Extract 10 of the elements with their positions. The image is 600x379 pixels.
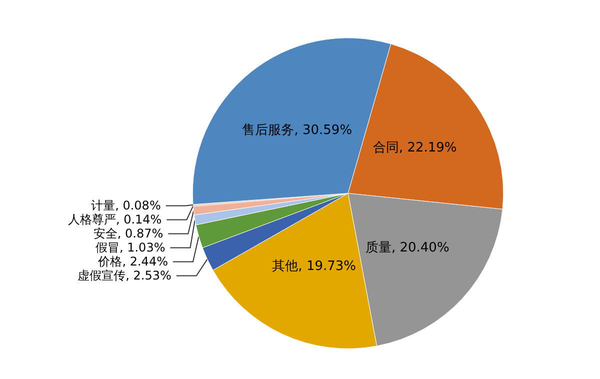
slice-label: 价格, 2.44% — [97, 254, 168, 269]
slice-label: 合同, 22.19% — [372, 140, 457, 156]
slice-label: 其他, 19.73% — [272, 259, 356, 274]
slice-label: 人格尊严, 0.14% — [68, 212, 162, 227]
slice-label: 假冒, 1.03% — [95, 240, 166, 255]
slice-label: 质量, 20.40% — [365, 240, 450, 256]
slice-label: 售后服务, 30.59% — [242, 123, 352, 138]
slice-label: 计量, 0.08% — [91, 198, 161, 213]
slice-label: 安全, 0.87% — [93, 226, 164, 241]
slice-label: 虚假宣传, 2.53% — [78, 268, 172, 283]
